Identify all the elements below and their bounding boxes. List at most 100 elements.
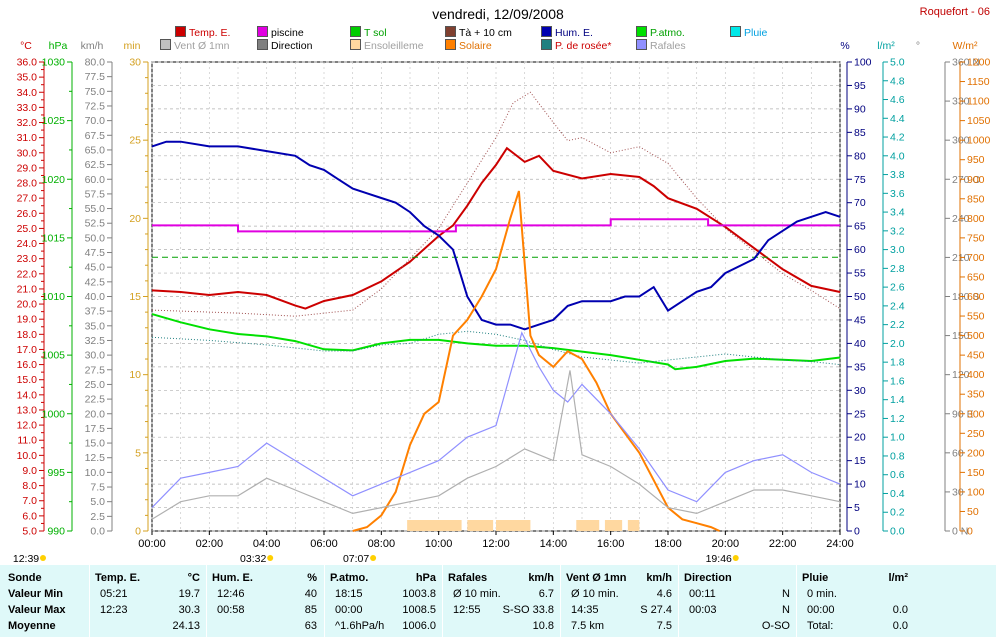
summary-cell-value: 1008.5 [402,604,436,616]
axis-min-label: 30 [129,57,141,69]
summary-column-separator [324,565,325,637]
axis-pct-unit: % [840,40,849,52]
axis-pct-label: 35 [854,361,866,373]
legend-label: Tà + 10 cm [459,27,512,39]
axis-kmh-label: 52.5 [85,218,106,230]
summary-header-unit: °C [187,572,200,584]
series-p-de-ros-e- [151,330,841,366]
axis-wm2-label: 350 [967,389,985,401]
legend-label: Solaire [459,40,492,52]
axis-kmh-label: 12.5 [85,452,106,464]
axis-min-unit: min [124,40,141,52]
axis-temp-label: 31.0 [17,132,38,144]
series-hum-e- [151,140,841,331]
axis-pct-label: 100 [854,57,872,69]
axis-wm2-label: 1100 [967,96,990,108]
legend-swatch [257,26,268,37]
axis-kmh-label: 75.0 [85,86,106,98]
x-tick-label: 14:00 [540,538,568,550]
axis-rain-label: 4.0 [890,150,905,162]
axis-pct-label: 75 [854,174,866,186]
axis-wm2-label: 1150 [967,76,990,88]
summary-cell-value: S 27.4 [640,604,672,616]
axis-kmh-label: 70.0 [85,115,106,127]
axis-kmh-label: 65.0 [85,144,106,156]
axis-kmh-label: 37.5 [85,306,106,318]
sunshine-block [496,520,531,531]
axis-hpa-label: 1025 [42,115,66,127]
axis-rain-label: 2.2 [890,319,905,331]
axis-temp-label: 23.0 [17,253,38,265]
axis-min-label: 25 [129,135,141,147]
summary-cell-sub: 00:58 [217,604,245,616]
axis-temp-label: 17.0 [17,344,38,356]
summary-cell-sub: 00:00 [335,604,363,616]
sunshine-block [467,520,494,531]
axis-temp-label: 11.0 [17,435,37,447]
summary-cell-value: 0.0 [892,604,908,616]
axis-deg-label: 30 [952,486,964,498]
axis-temp-label: 29.0 [17,162,38,174]
axis-temp-label: 19.0 [17,314,38,326]
axis-temp-label: 7.0 [22,495,37,507]
x-tick-label: 08:00 [368,538,396,550]
summary-cell-sub: Ø 10 min. [453,588,501,600]
summary-column-separator [442,565,443,637]
summary-cell-sub: 12:55 [453,604,481,616]
axis-kmh-label: 40.0 [85,291,106,303]
axis-wm2-label: 1050 [967,115,991,127]
axis-temp-label: 30.0 [17,147,38,159]
series-vent-1mn [151,370,841,520]
summary-column-separator [560,565,561,637]
summary-header: P.atmo. [330,572,369,584]
sunshine-block [407,520,462,531]
axis-pct-label: 30 [854,385,866,397]
axis-hpa-label: 1010 [42,291,66,303]
x-tick-label: 12:00 [482,538,510,550]
summary-cell-value: 63 [304,620,317,632]
legend-item: P.atmo. [636,26,685,39]
legend-label: Rafales [650,40,686,52]
axis-deg-label: 60 [952,447,964,459]
axis-deg-label: 360 N [952,57,980,69]
summary-header: Sonde [8,572,42,584]
axis-hpa-label: 1005 [42,350,66,362]
summary-cell-value: 0.0 [892,620,908,632]
series-solaire [352,190,721,532]
axis-wm2-unit: W/m² [952,40,978,52]
axis-kmh-label: 32.5 [85,335,106,347]
axis-rain-label: 3.8 [890,169,905,181]
axis-wm2-label: 250 [967,428,985,440]
axis-temp-label: 34.0 [17,87,38,99]
axis-wm2-label: 100 [967,486,985,498]
axis-min-label: 10 [129,369,141,381]
legend-label: T sol [364,27,387,39]
sun-marker-icon [267,555,274,561]
axis-wm2-label: 850 [967,193,985,205]
axis-pct-label: 45 [854,314,866,326]
summary-header-unit: l/m² [888,572,908,584]
summary-column-separator [89,565,90,637]
axis-pct-label: 50 [854,291,866,303]
legend-item: Pluie [730,26,767,39]
summary-cell-value: 7.5 [656,620,672,632]
summary-cell-sub: 00:11 [689,588,716,600]
axis-hpa-label: 1000 [42,408,66,420]
axis-rain-label: 3.6 [890,188,905,200]
summary-cell-sub: 12:23 [100,604,128,616]
axis-rain-label: 5.0 [890,57,905,69]
axis-temp-label: 15.0 [17,374,38,386]
axis-rain-label: 1.4 [890,394,905,406]
axis-hpa-label: 1015 [42,232,66,244]
legend-swatch [445,39,456,50]
axis-kmh-label: 45.0 [85,262,106,274]
series-rafales [151,331,841,509]
axis-rain-label: 3.0 [890,244,905,256]
legend-item: Temp. E. [175,26,230,39]
axis-kmh-label: 10.0 [85,467,106,479]
summary-header: Temp. E. [95,572,141,584]
legend-item: Tà + 10 cm [445,26,512,39]
axis-kmh-label: 50.0 [85,232,106,244]
summary-cell-value: 6.7 [538,588,554,600]
legend-label: Vent Ø 1mn [174,40,230,52]
